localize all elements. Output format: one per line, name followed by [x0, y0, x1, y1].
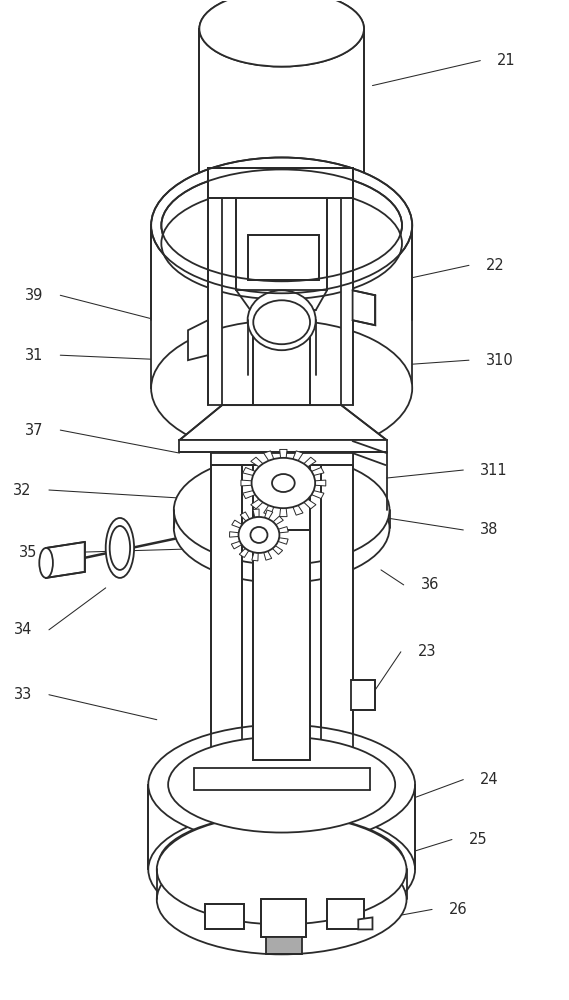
Polygon shape — [236, 198, 327, 290]
Text: 310: 310 — [486, 353, 514, 368]
Polygon shape — [251, 499, 263, 509]
Polygon shape — [253, 320, 310, 800]
Ellipse shape — [250, 527, 267, 543]
Text: 21: 21 — [497, 53, 516, 68]
Polygon shape — [179, 405, 387, 440]
Polygon shape — [273, 516, 283, 525]
Ellipse shape — [151, 320, 412, 456]
Polygon shape — [253, 530, 310, 760]
Polygon shape — [312, 491, 324, 499]
Polygon shape — [304, 457, 316, 467]
Ellipse shape — [253, 300, 310, 344]
Text: 23: 23 — [418, 644, 436, 659]
Polygon shape — [199, 29, 364, 210]
Ellipse shape — [149, 810, 415, 929]
Polygon shape — [279, 449, 287, 458]
Polygon shape — [253, 509, 259, 517]
Ellipse shape — [199, 0, 364, 67]
Text: 25: 25 — [469, 832, 488, 847]
Ellipse shape — [149, 725, 415, 845]
Polygon shape — [240, 548, 249, 557]
Polygon shape — [315, 480, 326, 486]
Text: 22: 22 — [486, 258, 505, 273]
Text: 31: 31 — [25, 348, 43, 363]
Polygon shape — [353, 290, 376, 325]
Polygon shape — [263, 505, 274, 515]
Polygon shape — [240, 512, 250, 521]
Ellipse shape — [238, 517, 279, 553]
Polygon shape — [261, 899, 306, 937]
Ellipse shape — [157, 815, 406, 924]
Polygon shape — [251, 457, 263, 467]
Ellipse shape — [251, 458, 315, 508]
Text: 35: 35 — [19, 545, 38, 560]
Polygon shape — [312, 467, 324, 475]
Polygon shape — [211, 453, 353, 465]
Polygon shape — [248, 235, 319, 280]
Polygon shape — [179, 440, 387, 452]
Polygon shape — [304, 499, 316, 509]
Ellipse shape — [110, 526, 130, 570]
Polygon shape — [273, 546, 283, 554]
Ellipse shape — [272, 474, 295, 492]
Ellipse shape — [174, 455, 390, 565]
Polygon shape — [265, 510, 273, 519]
Polygon shape — [208, 168, 222, 405]
Ellipse shape — [168, 737, 395, 833]
Ellipse shape — [151, 157, 412, 293]
Text: 26: 26 — [449, 902, 468, 917]
Ellipse shape — [199, 172, 364, 248]
Polygon shape — [321, 453, 353, 770]
Text: 33: 33 — [14, 687, 32, 702]
Text: 34: 34 — [14, 622, 32, 637]
Polygon shape — [151, 225, 412, 388]
Text: 311: 311 — [480, 463, 508, 478]
Polygon shape — [211, 453, 242, 770]
Ellipse shape — [159, 815, 405, 914]
Polygon shape — [263, 451, 274, 461]
Polygon shape — [327, 899, 364, 929]
Polygon shape — [251, 552, 258, 561]
Polygon shape — [232, 520, 242, 528]
Ellipse shape — [106, 518, 134, 578]
Polygon shape — [149, 785, 415, 869]
Ellipse shape — [39, 548, 53, 578]
Polygon shape — [293, 505, 303, 515]
Ellipse shape — [248, 290, 316, 350]
Text: 36: 36 — [420, 577, 439, 592]
Text: 37: 37 — [25, 423, 43, 438]
Polygon shape — [243, 491, 255, 499]
Text: 38: 38 — [480, 522, 498, 537]
Polygon shape — [241, 480, 251, 486]
Polygon shape — [341, 168, 353, 405]
Polygon shape — [278, 527, 288, 533]
Polygon shape — [278, 538, 288, 544]
Polygon shape — [352, 680, 376, 710]
Ellipse shape — [199, 0, 364, 67]
Polygon shape — [46, 542, 85, 578]
Polygon shape — [266, 937, 302, 954]
Ellipse shape — [162, 169, 402, 281]
Polygon shape — [229, 532, 238, 537]
Polygon shape — [208, 168, 353, 198]
Polygon shape — [232, 541, 242, 549]
Polygon shape — [243, 467, 255, 475]
Polygon shape — [188, 320, 208, 360]
Polygon shape — [264, 551, 272, 560]
Ellipse shape — [157, 845, 406, 954]
Ellipse shape — [174, 473, 390, 583]
Polygon shape — [279, 508, 287, 517]
Polygon shape — [358, 917, 373, 929]
Polygon shape — [205, 904, 244, 929]
Text: 39: 39 — [25, 288, 43, 303]
Polygon shape — [193, 768, 370, 790]
Text: 24: 24 — [480, 772, 499, 787]
Polygon shape — [293, 451, 303, 461]
Ellipse shape — [162, 187, 402, 299]
Text: 32: 32 — [14, 483, 32, 498]
